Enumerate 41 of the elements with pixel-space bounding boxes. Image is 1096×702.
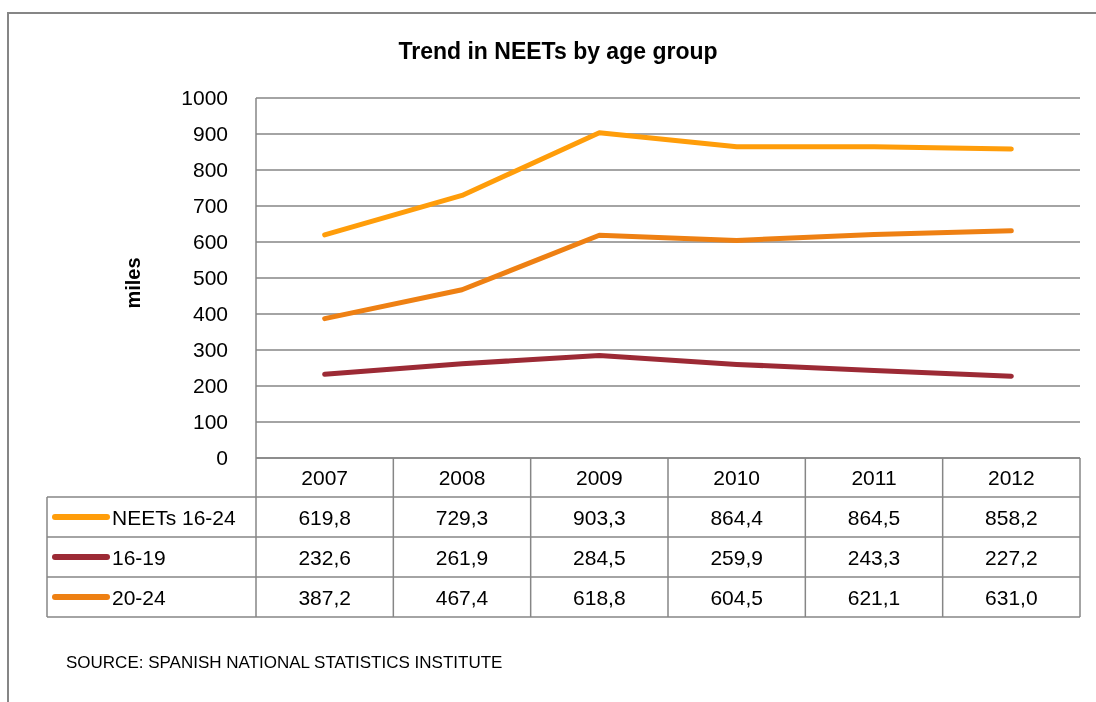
data-label: 284,5 (573, 545, 626, 569)
data-label: 259,9 (710, 545, 763, 569)
legend-label: NEETs 16-24 (112, 505, 237, 529)
y-tick-label: 0 (216, 446, 228, 470)
x-tick-label: 2010 (713, 465, 761, 489)
data-label: 261,9 (435, 545, 489, 569)
data-label: 232,6 (298, 545, 351, 569)
data-label: 619,8 (298, 505, 351, 529)
y-tick-label: 800 (192, 158, 228, 182)
data-label: 729,3 (435, 505, 489, 529)
data-label: 621,1 (847, 585, 901, 609)
x-tick-label: 2009 (575, 465, 623, 489)
y-tick-label: 700 (192, 194, 228, 218)
y-axis-title: miles (121, 257, 145, 309)
y-tick-label: 900 (192, 122, 228, 146)
y-tick-label: 400 (192, 302, 228, 326)
data-label: 864,5 (847, 505, 901, 529)
source-note: SOURCE: SPANISH NATIONAL STATISTICS INSTITUTE (66, 653, 503, 673)
data-label: 858,2 (985, 505, 1038, 529)
x-tick-label: 2007 (301, 465, 349, 489)
x-tick-label: 2012 (987, 465, 1035, 489)
chart-title: Trend in NEETs by age group (397, 38, 719, 65)
legend-label: 20-24 (112, 585, 167, 609)
data-label: 864,4 (710, 505, 764, 529)
data-label: 903,3 (573, 505, 626, 529)
data-label: 618,8 (573, 585, 626, 609)
data-label: 467,4 (435, 585, 489, 609)
y-tick-label: 500 (192, 266, 228, 290)
data-label: 387,2 (298, 585, 351, 609)
x-tick-label: 2011 (851, 465, 897, 489)
data-label: 604,5 (710, 585, 763, 609)
y-tick-label: 600 (192, 230, 228, 254)
y-tick-label: 200 (192, 374, 228, 398)
data-label: 227,2 (985, 545, 1038, 569)
y-tick-label: 100 (192, 410, 228, 434)
y-tick-label: 300 (192, 338, 228, 362)
legend-label: 16-19 (112, 545, 166, 569)
y-tick-label: 1000 (181, 86, 228, 110)
x-tick-label: 2008 (438, 465, 486, 489)
data-label: 243,3 (847, 545, 901, 569)
data-label: 631,0 (985, 585, 1038, 609)
